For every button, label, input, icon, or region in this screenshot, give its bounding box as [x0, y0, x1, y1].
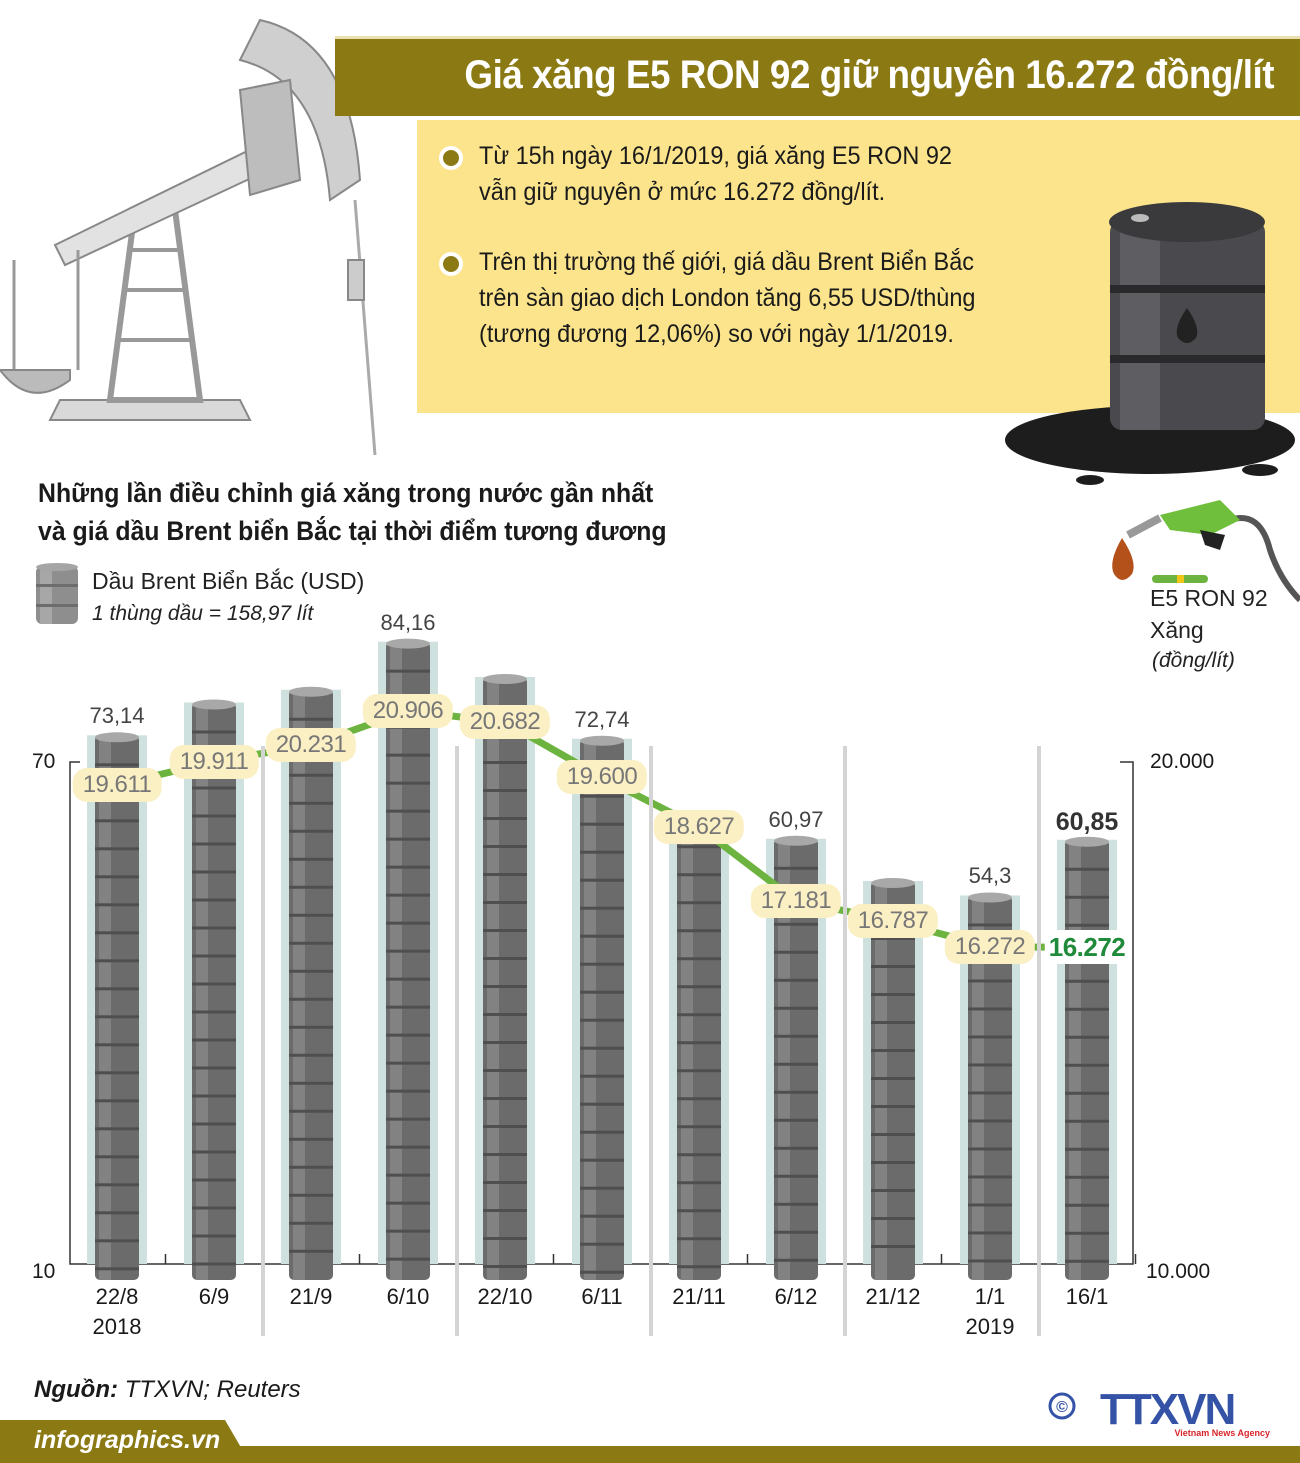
fuel-nozzle-icon — [1112, 500, 1300, 603]
brent-value-label: 72,74 — [574, 706, 630, 732]
fuel-price-label: 16.272 — [944, 930, 1036, 965]
site-link[interactable]: infographics.vn — [34, 1426, 221, 1454]
barrel-bar — [863, 878, 923, 1280]
footer-tab: infographics.vn — [0, 1420, 250, 1463]
x-axis-label: 22/8 2018 — [92, 1284, 142, 1339]
page-title: Giá xăng E5 RON 92 giữ nguyên 16.272 đồn… — [464, 53, 1274, 97]
oil-pumpjack-icon — [0, 18, 377, 456]
group-separator — [1036, 746, 1041, 1336]
fuel-price-label: 19.911 — [169, 744, 259, 779]
brent-value-label: 54,3 — [968, 863, 1012, 889]
fuel-price-label: 18.627 — [653, 810, 745, 845]
ttxvn-logo: © TTXVN Vietnam News Agency — [1048, 1385, 1270, 1438]
barrel-legend-icon — [36, 563, 78, 624]
brent-value-label: 60,97 — [768, 806, 824, 832]
barrel-bar — [572, 735, 632, 1280]
fuel-price-label: 17.181 — [750, 883, 842, 918]
svg-text:Vietnam News Agency: Vietnam News Agency — [1174, 1428, 1270, 1438]
brent-value-label: 73,14 — [89, 703, 145, 729]
current-price-label: 16.272 — [1044, 930, 1130, 965]
group-separator — [454, 746, 459, 1336]
oil-barrel-icon — [1005, 202, 1295, 485]
fuel-price-label: 19.611 — [72, 767, 162, 802]
x-axis-label: 21/9 — [289, 1284, 333, 1309]
svg-text:©: © — [1056, 1399, 1068, 1416]
svg-text:TTXVN: TTXVN — [1100, 1385, 1234, 1434]
fuel-price-label: 20.231 — [265, 728, 357, 763]
fuel-price-label: 16.787 — [847, 903, 939, 938]
x-axis-label: 6/11 — [581, 1284, 623, 1309]
left-axis-bottom: 10 — [32, 1260, 56, 1283]
x-axis-label: 6/10 — [386, 1284, 430, 1309]
bullet-icon — [439, 252, 463, 276]
line-legend-swatch — [1152, 575, 1208, 583]
info-paragraph-2: Trên thị trường thế giới, giá dầu Brent … — [479, 248, 976, 348]
brent-value-label: 84,16 — [380, 609, 436, 635]
barrel-bar — [475, 674, 535, 1280]
footer-bar — [0, 1446, 1300, 1463]
group-separator — [260, 746, 265, 1336]
x-axis-label: 6/9 — [198, 1284, 230, 1309]
x-axis-label: 21/11 — [672, 1284, 726, 1309]
source-note: Nguồn: TTXVN; Reuters — [34, 1376, 301, 1403]
x-axis-label: 6/12 — [774, 1284, 818, 1309]
bullet-icon — [439, 146, 463, 170]
barrel-bar — [281, 686, 341, 1280]
info-paragraph-1: Từ 15h ngày 16/1/2019, giá xăng E5 RON 9… — [479, 142, 952, 206]
legend-brent: Dầu Brent Biển Bắc (USD) 1 thùng dầu = 1… — [34, 562, 364, 633]
barrel-bar — [1057, 836, 1117, 1280]
fuel-price-label: 19.600 — [556, 760, 648, 795]
fuel-price-label: 20.906 — [362, 693, 454, 728]
brent-value-label: 60,85 — [1055, 807, 1119, 836]
barrel-bar — [669, 814, 729, 1280]
group-separator — [842, 746, 847, 1336]
right-axis-bottom: 10.000 — [1146, 1260, 1211, 1283]
group-separator — [648, 746, 653, 1336]
left-axis-top: 70 — [32, 750, 56, 773]
barrel-bar — [87, 732, 147, 1280]
x-axis-label: 22/10 — [477, 1284, 533, 1309]
x-axis-label: 21/12 — [865, 1284, 921, 1309]
title-banner: Giá xăng E5 RON 92 giữ nguyên 16.272 đồn… — [335, 36, 1300, 116]
right-axis-top: 20.000 — [1150, 750, 1215, 773]
chart-area: 70 10 20.000 10.000 73,14 84,16 72,74 60,97… — [0, 600, 1300, 1360]
x-axis-label: 1/1 2019 — [965, 1284, 1015, 1339]
barrel-bar — [184, 699, 244, 1280]
fuel-price-label: 20.682 — [459, 705, 551, 740]
barrel-bar — [378, 638, 438, 1280]
x-axis-label: 16/1 — [1065, 1284, 1109, 1309]
chart-title: Những lần điều chỉnh giá xăng trong nước… — [38, 478, 667, 546]
